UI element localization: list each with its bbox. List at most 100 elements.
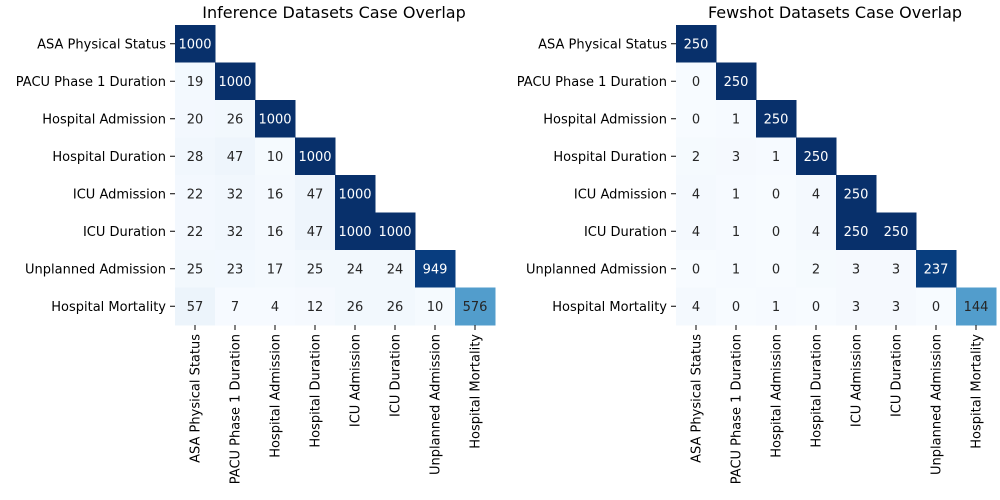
cell-value-inference-r6-c5: 24: [387, 262, 404, 277]
heatmap-cell-inference-r1-c1: [215, 62, 256, 101]
heatmap-cell-inference-r3-c3: [295, 137, 336, 176]
heatmap-cell-fewshot-r7-c3: [796, 287, 837, 326]
cell-value-inference-r5-c1: 32: [227, 225, 244, 240]
cell-value-inference-r0-c0: 1000: [178, 37, 211, 52]
heatmap-cell-inference-r7-c6: [415, 287, 456, 326]
heatmap-cell-fewshot-r2-c1: [716, 100, 757, 138]
heatmap-cell-inference-r5-c4: [335, 212, 376, 251]
heatmap-cell-inference-r3-c0: [175, 137, 216, 176]
heatmap-cell-fewshot-r5-c1: [716, 212, 757, 251]
cell-value-inference-r7-c2: 4: [271, 300, 279, 315]
cell-value-inference-r7-c7: 576: [463, 300, 488, 315]
heatmap-cell-fewshot-r3-c1: [716, 137, 757, 176]
cell-value-inference-r4-c4: 1000: [338, 187, 371, 202]
heatmap-cell-inference-r7-c5: [375, 287, 416, 326]
cell-value-fewshot-r5-c0: 4: [692, 225, 700, 240]
x-tick-label-fewshot-0: ASA Physical Status: [690, 334, 705, 463]
heatmap-cell-fewshot-r4-c3: [796, 175, 837, 213]
cell-value-fewshot-r7-c5: 3: [892, 300, 900, 315]
heatmap-cell-inference-r7-c7: [455, 287, 496, 326]
cell-value-inference-r5-c0: 22: [187, 225, 204, 240]
heatmap-cell-inference-r4-c1: [215, 175, 256, 213]
heatmap-cell-fewshot-r6-c1: [716, 250, 757, 288]
y-tick-label-inference-3: Hospital Duration: [52, 150, 166, 165]
heatmap-cell-fewshot-r1-c0: [676, 62, 717, 101]
cell-value-fewshot-r5-c5: 250: [884, 225, 909, 240]
y-tick-label-fewshot-4: ICU Admission: [574, 187, 667, 202]
cell-value-fewshot-r5-c2: 0: [772, 225, 780, 240]
heatmap-cell-fewshot-r1-c1: [716, 62, 757, 101]
heatmap-cell-inference-r5-c5: [375, 212, 416, 251]
cell-value-fewshot-r7-c1: 0: [732, 300, 740, 315]
heatmap-cell-fewshot-r6-c5: [876, 250, 917, 288]
cell-value-fewshot-r5-c4: 250: [844, 225, 869, 240]
cell-value-inference-r7-c0: 57: [187, 300, 204, 315]
heatmap-cell-inference-r6-c4: [335, 250, 376, 288]
heatmap-cell-fewshot-r0-c0: [676, 25, 717, 63]
cell-value-inference-r3-c2: 10: [267, 150, 284, 165]
cell-value-fewshot-r6-c6: 237: [924, 262, 949, 277]
heatmap-cell-inference-r4-c0: [175, 175, 216, 213]
x-tick-label-fewshot-6: Unplanned Admission: [930, 334, 945, 475]
x-tick-label-inference-7: Hospital Mortality: [469, 334, 484, 449]
x-tick-label-fewshot-4: ICU Admission: [850, 334, 865, 427]
y-tick-label-inference-5: ICU Duration: [83, 225, 166, 240]
heatmap-cell-inference-r6-c1: [215, 250, 256, 288]
x-tick-label-fewshot-1: PACU Phase 1 Duration: [730, 334, 745, 484]
cell-value-fewshot-r2-c0: 0: [692, 112, 700, 127]
heatmap-cell-inference-r5-c3: [295, 212, 336, 251]
y-tick-label-inference-2: Hospital Admission: [42, 112, 166, 127]
y-tick-label-fewshot-2: Hospital Admission: [543, 112, 667, 127]
cell-value-inference-r6-c6: 949: [423, 262, 448, 277]
heatmap-cell-fewshot-r7-c7: [956, 287, 997, 326]
heatmap-cell-inference-r7-c1: [215, 287, 256, 326]
x-tick-label-inference-2: Hospital Admission: [269, 334, 284, 458]
x-tick-label-inference-6: Unplanned Admission: [429, 334, 444, 475]
heatmap-cell-inference-r4-c2: [255, 175, 296, 213]
y-tick-label-inference-6: Unplanned Admission: [25, 262, 166, 277]
heatmap-cell-inference-r5-c0: [175, 212, 216, 251]
heatmap-cell-inference-r6-c0: [175, 250, 216, 288]
cell-value-fewshot-r2-c2: 250: [764, 112, 789, 127]
y-tick-label-fewshot-1: PACU Phase 1 Duration: [517, 75, 667, 90]
heatmap-cell-inference-r2-c0: [175, 100, 216, 138]
cell-value-inference-r5-c3: 47: [307, 225, 324, 240]
cell-value-inference-r5-c4: 1000: [338, 225, 371, 240]
cell-value-fewshot-r6-c4: 3: [852, 262, 860, 277]
heatmap-cell-fewshot-r4-c0: [676, 175, 717, 213]
heatmap-cell-fewshot-r7-c2: [756, 287, 797, 326]
heatmap-cell-fewshot-r4-c4: [836, 175, 877, 213]
heatmap-cell-fewshot-r3-c3: [796, 137, 837, 176]
heatmap-cell-fewshot-r4-c1: [716, 175, 757, 213]
x-tick-label-inference-5: ICU Duration: [389, 334, 404, 417]
cell-value-fewshot-r7-c2: 1: [772, 300, 780, 315]
heatmap-cell-fewshot-r3-c0: [676, 137, 717, 176]
cell-value-inference-r2-c0: 20: [187, 112, 204, 127]
y-tick-label-inference-1: PACU Phase 1 Duration: [16, 75, 166, 90]
cell-value-fewshot-r7-c0: 4: [692, 300, 700, 315]
cell-value-fewshot-r6-c1: 1: [732, 262, 740, 277]
cell-value-inference-r3-c3: 1000: [298, 150, 331, 165]
cell-value-inference-r6-c0: 25: [187, 262, 204, 277]
cell-value-fewshot-r7-c3: 0: [812, 300, 820, 315]
heatmap-cell-fewshot-r3-c2: [756, 137, 797, 176]
heatmap-cell-inference-r5-c2: [255, 212, 296, 251]
cell-value-inference-r7-c6: 10: [427, 300, 444, 315]
y-tick-label-fewshot-7: Hospital Mortality: [552, 300, 667, 315]
heatmap-cell-inference-r3-c1: [215, 137, 256, 176]
x-tick-label-fewshot-3: Hospital Duration: [810, 334, 825, 448]
cell-value-inference-r2-c2: 1000: [258, 112, 291, 127]
cell-value-fewshot-r2-c1: 1: [732, 112, 740, 127]
x-tick-label-fewshot-5: ICU Duration: [890, 334, 905, 417]
y-tick-label-inference-0: ASA Physical Status: [37, 37, 166, 52]
cell-value-fewshot-r1-c0: 0: [692, 75, 700, 90]
cell-value-inference-r4-c3: 47: [307, 187, 324, 202]
heatmap-cell-fewshot-r2-c2: [756, 100, 797, 138]
y-tick-label-fewshot-3: Hospital Duration: [553, 150, 667, 165]
cell-value-inference-r7-c1: 7: [231, 300, 239, 315]
cell-value-inference-r6-c1: 23: [227, 262, 244, 277]
heatmap-cell-fewshot-r2-c0: [676, 100, 717, 138]
x-tick-label-inference-3: Hospital Duration: [309, 334, 324, 448]
cell-value-fewshot-r7-c6: 0: [932, 300, 940, 315]
